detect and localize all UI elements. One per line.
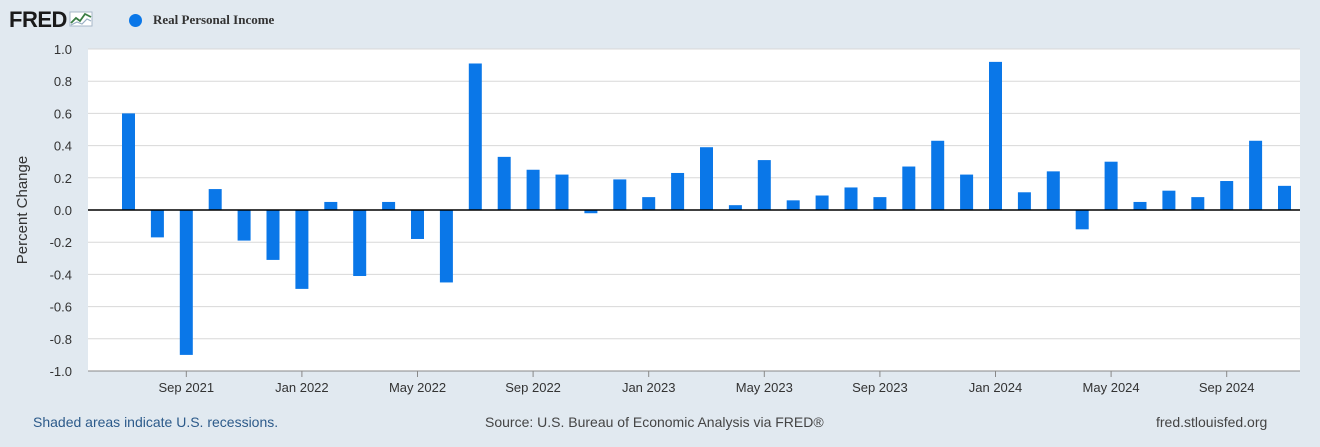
bar[interactable]	[411, 210, 424, 239]
x-tick-label: Sep 2021	[158, 380, 214, 395]
y-tick-label: 0.6	[54, 106, 72, 121]
y-tick-label: -0.2	[50, 235, 72, 250]
y-tick-label: 0.2	[54, 171, 72, 186]
x-tick-label: Jan 2022	[275, 380, 329, 395]
x-axis-ticks: Sep 2021 Jan 2022 May 2022 Sep 2022 Jan 2023…	[158, 371, 1255, 395]
x-tick-label: Sep 2023	[852, 380, 908, 395]
bar[interactable]	[1017, 192, 1031, 210]
y-tick-label: 0.4	[54, 139, 72, 154]
bar[interactable]	[150, 210, 164, 238]
bar[interactable]	[295, 210, 309, 289]
x-tick-label: May 2023	[736, 380, 793, 395]
bar[interactable]	[584, 210, 598, 214]
line-chart-icon	[69, 8, 95, 33]
bar[interactable]	[613, 179, 627, 210]
bar[interactable]	[1104, 161, 1118, 210]
bar[interactable]	[468, 63, 482, 210]
y-axis-ticks: 1.0 0.8 0.6 0.4 0.2 0.0 -0.2 -0.4 -0.6 -0.8 -1.0	[50, 42, 72, 379]
y-tick-label: 1.0	[54, 42, 72, 57]
y-tick-label: -1.0	[50, 364, 72, 379]
bar[interactable]	[497, 156, 511, 210]
bar[interactable]	[844, 187, 858, 210]
bar[interactable]	[873, 197, 887, 210]
bar[interactable]	[439, 210, 453, 283]
bar[interactable]	[786, 200, 800, 210]
bar[interactable]	[815, 195, 829, 210]
bar[interactable]	[757, 160, 771, 210]
bar[interactable]	[208, 189, 222, 210]
bar[interactable]	[989, 61, 1002, 210]
y-tick-label: -0.8	[50, 332, 72, 347]
bar[interactable]	[1162, 190, 1176, 210]
chart-legend[interactable]: Real Personal Income	[129, 12, 274, 28]
x-tick-label: Jan 2024	[969, 380, 1023, 395]
x-tick-label: May 2022	[389, 380, 446, 395]
y-tick-label: 0.8	[54, 74, 72, 89]
bar[interactable]	[1075, 210, 1089, 230]
bar[interactable]	[1278, 185, 1291, 210]
x-tick-label: Jan 2023	[622, 380, 676, 395]
bar[interactable]	[324, 201, 338, 210]
bar[interactable]	[122, 113, 135, 210]
y-tick-label: -0.6	[50, 300, 72, 315]
bar[interactable]	[179, 210, 193, 355]
fred-logo[interactable]: FRED	[9, 7, 95, 33]
bar[interactable]	[353, 210, 367, 277]
logo-text: FRED	[9, 7, 67, 32]
source-note[interactable]: Source: U.S. Bureau of Economic Analysis…	[485, 414, 824, 430]
bar[interactable]	[960, 174, 974, 210]
bar[interactable]	[526, 169, 540, 210]
bar[interactable]	[1249, 140, 1263, 210]
bar[interactable]	[728, 205, 742, 210]
y-axis-label: Percent Change	[14, 156, 31, 264]
x-tick-label: Sep 2022	[505, 380, 561, 395]
bar[interactable]	[555, 174, 569, 210]
y-tick-label: -0.4	[50, 267, 72, 282]
y-tick-label: 0.0	[54, 203, 72, 218]
bar[interactable]	[382, 201, 396, 210]
x-tick-label: Sep 2024	[1199, 380, 1255, 395]
bar[interactable]	[1191, 197, 1205, 210]
bars	[122, 61, 1291, 355]
bar[interactable]	[700, 147, 713, 210]
recession-note[interactable]: Shaded areas indicate U.S. recessions.	[33, 414, 279, 430]
bar[interactable]	[237, 210, 251, 241]
site-link[interactable]: fred.stlouisfed.org	[1156, 414, 1268, 430]
legend-marker	[129, 13, 142, 27]
bar[interactable]	[1046, 171, 1060, 210]
x-tick-label: May 2024	[1083, 380, 1140, 395]
bar[interactable]	[1133, 201, 1147, 210]
bar[interactable]	[266, 210, 280, 260]
bar[interactable]	[671, 172, 685, 210]
bar[interactable]	[642, 197, 656, 210]
legend-label: Real Personal Income	[153, 12, 275, 27]
bar[interactable]	[1220, 181, 1234, 210]
bar[interactable]	[931, 140, 945, 210]
bar[interactable]	[902, 166, 916, 210]
